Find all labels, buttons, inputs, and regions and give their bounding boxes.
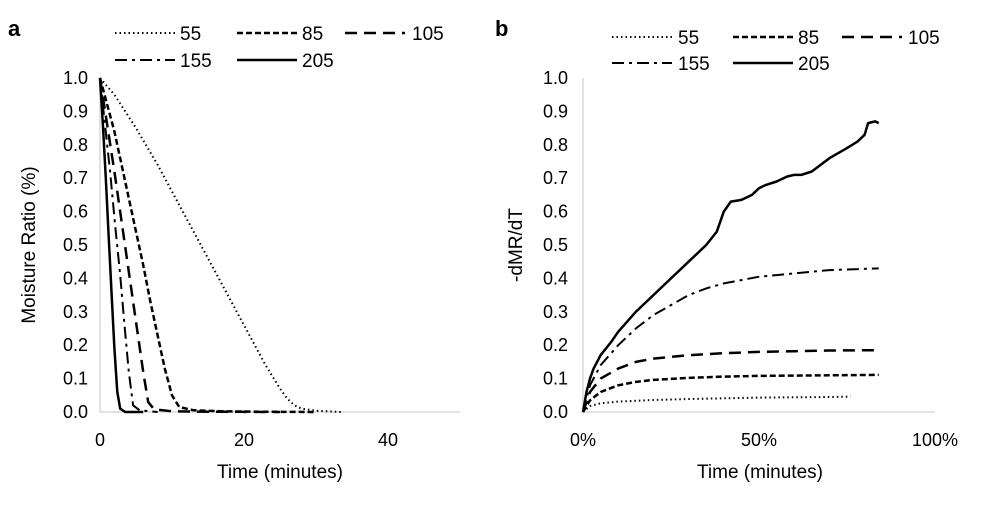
panel-b-series-205	[581, 120, 880, 413]
panel-a-legend-label-205: 205	[302, 51, 334, 72]
panel-a-x-ticks: 0 20 40	[95, 430, 398, 450]
panel-b: b 55 85 105 155 205 0.00.10.20.30.40.50.…	[495, 16, 958, 483]
panel-a-plot: 0.0 0.1 0.2 0.3 0.4 0.5 0.6 0.7 0.8 0.9 1.0 0 20 40	[63, 68, 460, 450]
panel-a-legend-label-155: 155	[180, 51, 212, 72]
panel-a-y-tick-label: 0.3	[63, 302, 88, 322]
panel-b-series-85	[581, 373, 879, 413]
panel-a-series-85	[98, 77, 317, 414]
panel-b-y-tick-label: 0.7	[543, 168, 568, 188]
panel-a-y-ticks: 0.0 0.1 0.2 0.3 0.4 0.5 0.6 0.7 0.8 0.9 1.0	[63, 68, 88, 422]
panel-b-y-axis-title: -dMR/dT	[506, 208, 527, 282]
panel-b-series-55	[582, 395, 851, 413]
panel-a-y-tick-label: 0.0	[63, 402, 88, 422]
panel-b-label: b	[495, 16, 508, 41]
panel-b-legend-label-155: 155	[678, 54, 710, 75]
panel-a-legend-label-85: 85	[302, 24, 323, 45]
panel-b-y-tick-label: 0.4	[543, 268, 568, 288]
panel-b-series-105	[581, 348, 879, 413]
panel-b-legend-label-205: 205	[798, 54, 830, 75]
panel-b-series	[581, 120, 880, 413]
panel-a-x-axis-title: Time (minutes)	[217, 462, 343, 483]
panel-b-y-tick-label: 0.3	[543, 302, 568, 322]
panel-a-y-tick-label: 0.7	[63, 168, 88, 188]
panel-b-y-tick-label: 0.5	[543, 235, 568, 255]
panel-a-y-tick-label: 0.6	[63, 202, 88, 222]
panel-a-x-tick-label: 40	[378, 430, 398, 450]
panel-a-y-axis-title: Moisture Ratio (%)	[19, 166, 40, 323]
panel-b-x-ticks: 0% 50% 100%	[570, 430, 958, 450]
panel-a-legend-label-55: 55	[180, 24, 201, 45]
panel-b-y-tick-label: 0.0	[543, 402, 568, 422]
panel-a-y-tick-label: 0.2	[63, 335, 88, 355]
panel-b-y-tick-label: 0.1	[543, 369, 568, 389]
panel-a-label: a	[8, 16, 21, 41]
panel-b-x-tick-label: 0%	[570, 430, 596, 450]
panel-b-legend-label-85: 85	[798, 28, 819, 49]
panel-a-series-105	[98, 77, 281, 414]
panel-a-y-tick-label: 1.0	[63, 68, 88, 88]
panel-b-x-tick-label: 100%	[912, 430, 958, 450]
panel-b-legend: 55 85 105 155 205	[612, 28, 940, 75]
panel-a-series-155	[99, 77, 158, 413]
panel-a-y-tick-label: 0.4	[63, 268, 88, 288]
panel-b-y-tick-label: 1.0	[543, 68, 568, 88]
panel-b-y-ticks: 0.0 0.1 0.2 0.3 0.4 0.5 0.6 0.7 0.8 0.9 1.0	[543, 68, 568, 422]
panel-a-series-55	[99, 77, 342, 413]
panel-a-legend: 55 85 105 155 205	[115, 24, 444, 72]
panel-b-legend-label-55: 55	[678, 28, 699, 49]
panel-b-y-tick-label: 0.2	[543, 335, 568, 355]
panel-a-x-tick-label: 0	[95, 430, 105, 450]
panel-a-y-tick-label: 0.1	[63, 369, 88, 389]
panel-a-x-tick-label: 20	[234, 430, 254, 450]
panel-b-y-tick-label: 0.8	[543, 135, 568, 155]
panel-b-y-tick-label: 0.9	[543, 101, 568, 121]
panel-a-y-tick-label: 0.9	[63, 101, 88, 121]
panel-a-y-tick-label: 0.5	[63, 235, 88, 255]
panel-b-legend-label-105: 105	[908, 28, 940, 49]
panel-b-x-tick-label: 50%	[741, 430, 777, 450]
panel-a-y-tick-label: 0.8	[63, 135, 88, 155]
panel-b-series-155	[582, 267, 879, 413]
panel-a-series-205	[98, 77, 144, 414]
panel-b-plot: 0.0 0.1 0.2 0.3 0.4 0.5 0.6 0.7 0.8 0.9 1.0 0% 50% 1…	[543, 68, 958, 450]
panel-a-series	[98, 77, 342, 414]
panel-a-legend-label-105: 105	[412, 24, 444, 45]
panel-b-y-tick-label: 0.6	[543, 202, 568, 222]
panel-a: a 55 85 105 155 205 0.00.10.20.30.40.50.…	[8, 16, 460, 483]
panel-b-x-axis-title: Time (minutes)	[697, 462, 823, 483]
